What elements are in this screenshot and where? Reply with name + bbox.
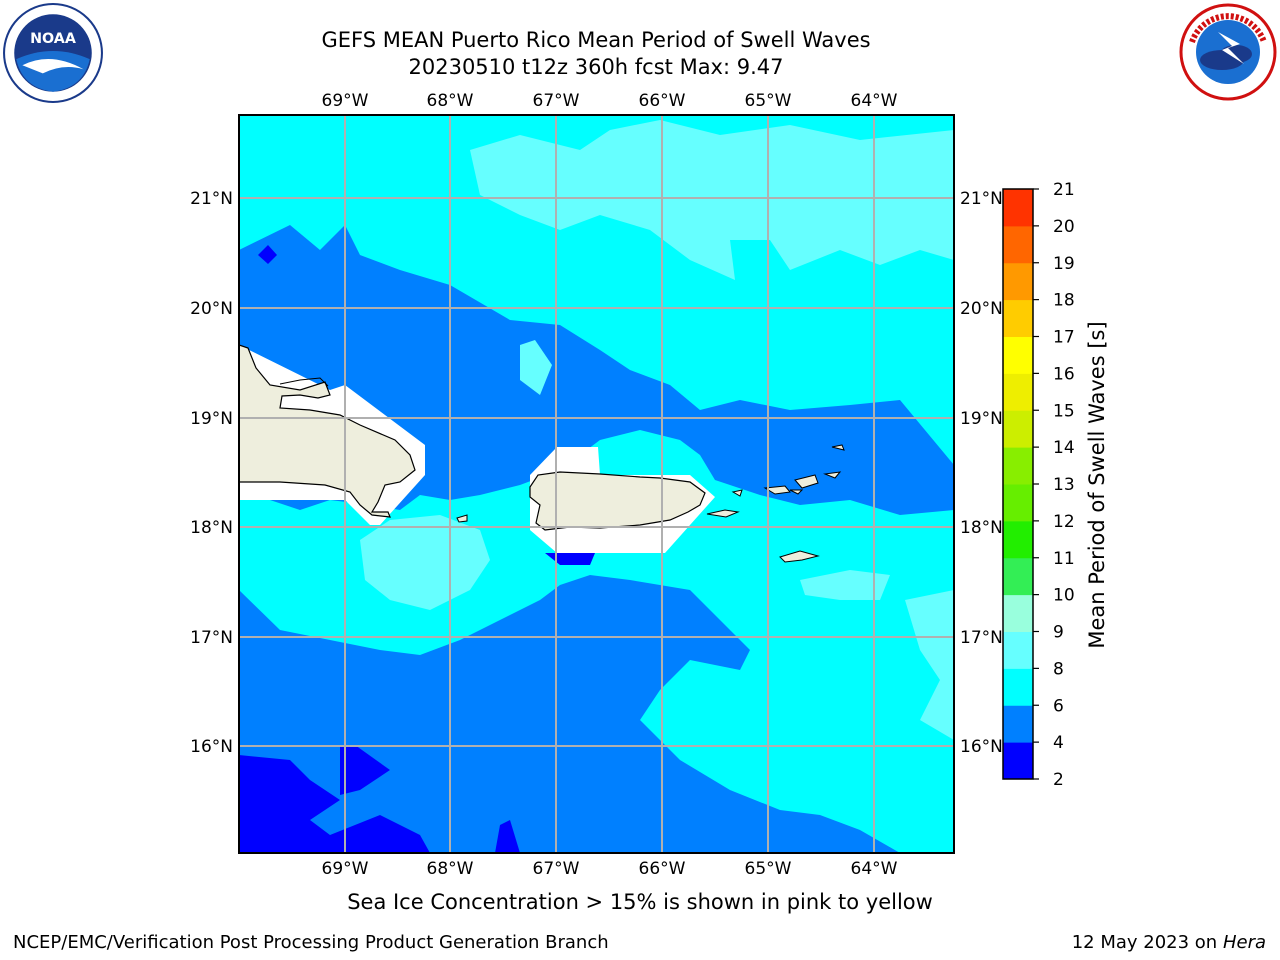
colorbar-tick-label: 8 bbox=[1053, 659, 1064, 679]
lat-label-right: 19°N bbox=[960, 409, 1003, 429]
svg-text:NOAA: NOAA bbox=[30, 31, 76, 47]
lat-labels-right: 21°N 20°N 19°N 18°N 17°N 16°N bbox=[960, 189, 1003, 757]
colorbar-segment bbox=[1003, 557, 1033, 596]
colorbar-segment bbox=[1003, 520, 1033, 559]
field-8-9-north bbox=[470, 120, 954, 280]
chart-title: GEFS MEAN Puerto Rico Mean Period of Swe… bbox=[321, 28, 871, 52]
colorbar-segment bbox=[1003, 299, 1033, 337]
field-2-4-south-spike bbox=[495, 820, 520, 853]
lat-label-right: 18°N bbox=[960, 518, 1003, 538]
colorbar-segment bbox=[1003, 447, 1033, 485]
lon-label-top: 64°W bbox=[851, 91, 898, 111]
field-2-4-patch bbox=[340, 745, 390, 795]
land-virgin-islands bbox=[763, 471, 842, 495]
lat-label-left: 20°N bbox=[190, 299, 233, 319]
colorbar-tick-label: 4 bbox=[1053, 733, 1064, 753]
lon-label-bottom: 69°W bbox=[322, 859, 369, 879]
colorbar-segment bbox=[1003, 742, 1033, 780]
land-culebra bbox=[731, 489, 743, 497]
lon-label-bottom: 65°W bbox=[745, 859, 792, 879]
colorbar: 2 4 6 8 9 10 11 12 13 14 15 16 17 18 19 20 21 bbox=[1002, 180, 1075, 790]
lon-labels-top: 69°W 68°W 67°W 66°W 65°W 64°W bbox=[322, 91, 898, 111]
field-8-9-southwest bbox=[360, 515, 490, 610]
colorbar-tick-label: 20 bbox=[1053, 217, 1075, 237]
lon-label-top: 65°W bbox=[745, 91, 792, 111]
colorbar-segment bbox=[1003, 373, 1033, 411]
colorbar-segment bbox=[1003, 336, 1033, 374]
field-8-9-southeast bbox=[800, 570, 890, 600]
noaa-logo: NOAA bbox=[3, 3, 103, 103]
nws-logo bbox=[1179, 3, 1277, 101]
land-anegada bbox=[831, 444, 845, 451]
lat-label-right: 21°N bbox=[960, 189, 1003, 209]
land-st-croix bbox=[779, 550, 820, 563]
land-islet-north-hispaniola bbox=[279, 377, 329, 387]
colorbar-segment bbox=[1003, 668, 1033, 706]
colorbar-tick-label: 11 bbox=[1053, 549, 1075, 569]
colorbar-tick-label: 18 bbox=[1053, 291, 1075, 311]
field-4-6-south bbox=[239, 575, 900, 853]
lat-label-right: 16°N bbox=[960, 737, 1003, 757]
colorbar-tick-label: 19 bbox=[1053, 254, 1075, 274]
colorbar-tick-label: 17 bbox=[1053, 328, 1075, 348]
field-8-9-island bbox=[520, 340, 552, 395]
colorbar-tick-label: 14 bbox=[1053, 438, 1075, 458]
colorbar-tick-label: 10 bbox=[1053, 586, 1075, 606]
colorbar-tick-label: 12 bbox=[1053, 512, 1075, 532]
lon-label-top: 68°W bbox=[427, 91, 474, 111]
colorbar-segment bbox=[1003, 594, 1033, 632]
lat-label-left: 21°N bbox=[190, 189, 233, 209]
colorbar-tick-label: 16 bbox=[1053, 364, 1075, 384]
colorbar-segment bbox=[1003, 262, 1033, 301]
colorbar-tick-label: 6 bbox=[1053, 696, 1064, 716]
field-2-4-pr-south bbox=[545, 553, 595, 565]
lon-label-bottom: 67°W bbox=[533, 859, 580, 879]
lon-label-bottom: 64°W bbox=[851, 859, 898, 879]
chart-subtitle: 20230510 t12z 360h fcst Max: 9.47 bbox=[408, 55, 784, 79]
colorbar-segment bbox=[1003, 225, 1033, 264]
colorbar-tick-label: 13 bbox=[1053, 475, 1075, 495]
land-mona-island bbox=[456, 514, 468, 523]
footer-credit: NCEP/EMC/Verification Post Processing Pr… bbox=[13, 932, 609, 953]
lat-label-right: 20°N bbox=[960, 299, 1003, 319]
lon-label-top: 69°W bbox=[322, 91, 369, 111]
sea-ice-note: Sea Ice Concentration > 15% is shown in … bbox=[347, 890, 933, 914]
lon-label-top: 67°W bbox=[533, 91, 580, 111]
colorbar-segment bbox=[1003, 705, 1033, 743]
lat-label-left: 18°N bbox=[190, 518, 233, 538]
lon-label-bottom: 68°W bbox=[427, 859, 474, 879]
land-vieques bbox=[706, 509, 740, 518]
colorbar-segment bbox=[1003, 189, 1033, 227]
colorbar-tick-label: 9 bbox=[1053, 623, 1064, 643]
lat-label-left: 16°N bbox=[190, 737, 233, 757]
colorbar-tick-label: 15 bbox=[1053, 401, 1075, 421]
colorbar-segment bbox=[1003, 410, 1033, 448]
colorbar-segment bbox=[1003, 484, 1033, 522]
field-2-4-nw-dot bbox=[258, 245, 277, 264]
graticule bbox=[239, 115, 954, 853]
colorbar-tick-label: 2 bbox=[1053, 770, 1064, 790]
land-hispaniola bbox=[239, 344, 416, 518]
field-8-9-east bbox=[905, 590, 954, 740]
lon-label-top: 66°W bbox=[639, 91, 686, 111]
colorbar-label: Mean Period of Swell Waves [s] bbox=[1085, 321, 1109, 649]
colorbar-segment bbox=[1003, 631, 1033, 669]
colorbar-tick-label: 21 bbox=[1053, 180, 1075, 200]
lat-label-left: 17°N bbox=[190, 628, 233, 648]
lat-labels-left: 21°N 20°N 19°N 18°N 17°N 16°N bbox=[190, 189, 233, 757]
lat-label-right: 17°N bbox=[960, 628, 1003, 648]
field-2-4-southwest bbox=[239, 755, 430, 853]
footer-date-text: 12 May 2023 on bbox=[1071, 932, 1218, 953]
lon-label-bottom: 66°W bbox=[639, 859, 686, 879]
swell-period-field bbox=[239, 115, 954, 853]
footer-date: 12 May 2023 on Hera bbox=[1072, 932, 1266, 953]
footer-machine: Hera bbox=[1222, 932, 1266, 953]
lon-labels-bottom: 69°W 68°W 67°W 66°W 65°W 64°W bbox=[322, 859, 898, 879]
map-frame bbox=[238, 114, 955, 854]
lat-label-left: 19°N bbox=[190, 409, 233, 429]
